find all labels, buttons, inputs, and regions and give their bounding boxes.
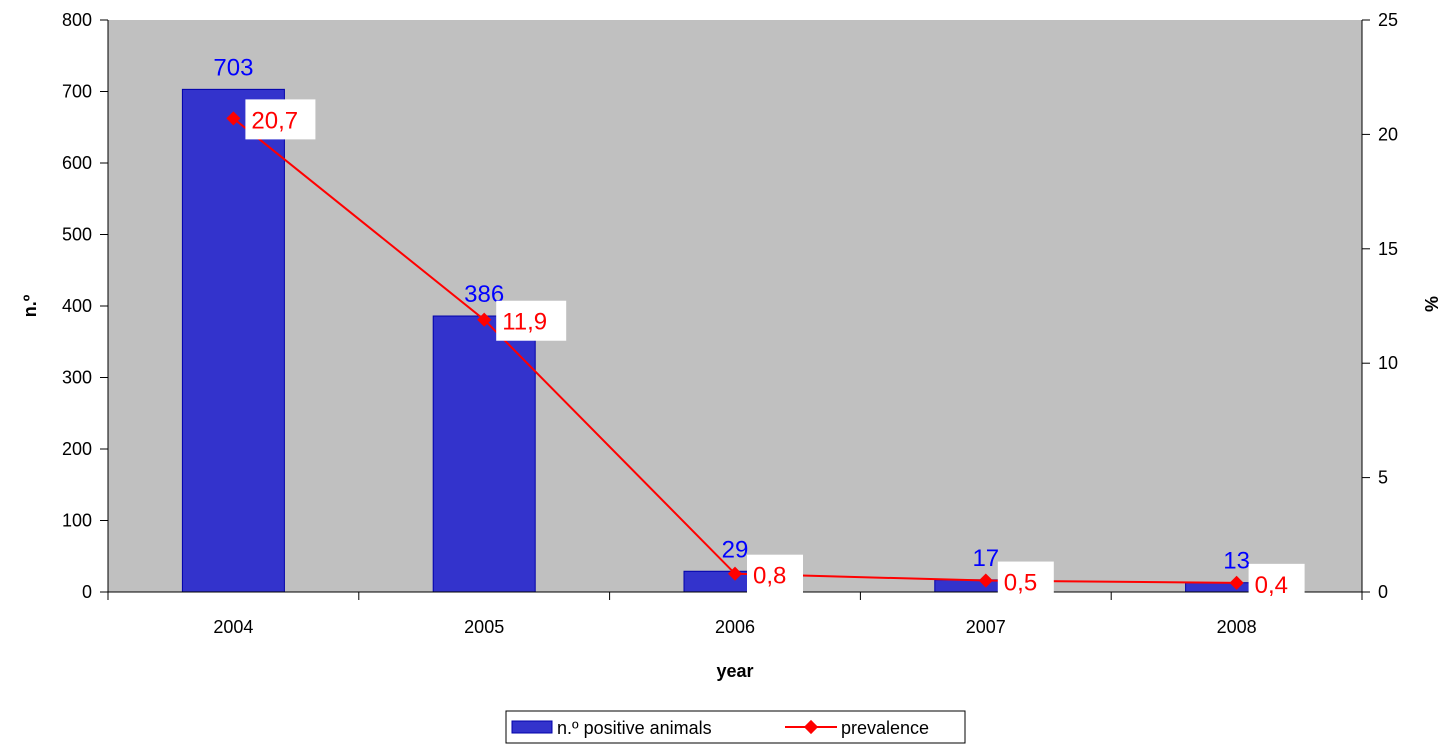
y2-tick-label: 25 bbox=[1378, 10, 1398, 30]
x-tick-label: 2008 bbox=[1217, 617, 1257, 637]
plot-area bbox=[108, 20, 1362, 592]
prevalence-marker-2008 bbox=[1229, 575, 1244, 590]
y2-tick-label: 20 bbox=[1378, 124, 1398, 144]
y-tick-label: 400 bbox=[62, 296, 92, 316]
y-tick-label: 300 bbox=[62, 368, 92, 388]
legend-line-label: prevalence bbox=[841, 718, 929, 738]
y2-tick-label: 0 bbox=[1378, 582, 1388, 602]
prevalence-marker-2005 bbox=[477, 312, 492, 327]
prevalence-label-box bbox=[1248, 563, 1305, 604]
y2-tick-label: 10 bbox=[1378, 353, 1398, 373]
prevalence-label-box bbox=[245, 99, 316, 140]
prevalence-marker-2007 bbox=[978, 573, 993, 588]
y2-tick-label: 15 bbox=[1378, 239, 1398, 259]
legend-box bbox=[505, 710, 966, 744]
axes-layer: 0 100 200 300 400 500 600 700 800 0 5 10 15 20 25 2004 2… bbox=[62, 10, 1398, 637]
prevalence-value-label: 20,7 bbox=[251, 107, 298, 134]
legend-bar-label: n.º positive animals bbox=[557, 718, 712, 738]
prevalence-value-label: 11,9 bbox=[502, 309, 547, 336]
prevalence-value-label: 0,8 bbox=[753, 563, 786, 590]
y-tick-label: 500 bbox=[62, 225, 92, 245]
y-tick-label: 200 bbox=[62, 439, 92, 459]
prevalence-label-box bbox=[997, 561, 1054, 602]
bar-value-label: 29 bbox=[722, 536, 749, 563]
y-tick-label: 600 bbox=[62, 153, 92, 173]
x-axis-title: year bbox=[716, 661, 753, 681]
y-tick-label: 0 bbox=[82, 582, 92, 602]
y2-axis-title: % bbox=[1422, 296, 1442, 312]
bar-value-label: 703 bbox=[213, 54, 253, 81]
bar-2005 bbox=[432, 315, 536, 593]
bar-value-label: 17 bbox=[972, 545, 999, 572]
bar-2004 bbox=[181, 88, 285, 593]
prevalence-label-box bbox=[747, 554, 803, 595]
x-tick-label: 2005 bbox=[464, 617, 504, 637]
x-tick-label: 2004 bbox=[213, 617, 253, 637]
y-tick-label: 700 bbox=[62, 82, 92, 102]
y-tick-label: 800 bbox=[62, 10, 92, 30]
legend: n.º positive animals prevalence bbox=[505, 710, 966, 744]
y-tick-label: 100 bbox=[62, 511, 92, 531]
prevalence-label-box bbox=[496, 300, 567, 341]
x-tick-label: 2006 bbox=[715, 617, 755, 637]
legend-bar-swatch bbox=[511, 720, 553, 734]
y-axis-title: n.º bbox=[20, 294, 40, 317]
y2-tick-label: 5 bbox=[1378, 468, 1388, 488]
x-tick-label: 2007 bbox=[966, 617, 1006, 637]
prevalence-value-label: 0,5 bbox=[1004, 570, 1037, 597]
legend-line-marker bbox=[803, 719, 819, 735]
bar-value-label: 13 bbox=[1223, 548, 1250, 575]
prevalence-value-label: 0,4 bbox=[1255, 572, 1288, 599]
prevalence-marker-2006 bbox=[727, 566, 743, 581]
